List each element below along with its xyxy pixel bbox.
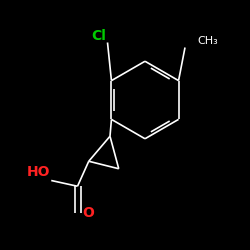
Text: HO: HO	[26, 165, 50, 179]
Text: CH₃: CH₃	[198, 36, 218, 46]
Text: O: O	[82, 206, 94, 220]
Text: Cl: Cl	[91, 29, 106, 43]
